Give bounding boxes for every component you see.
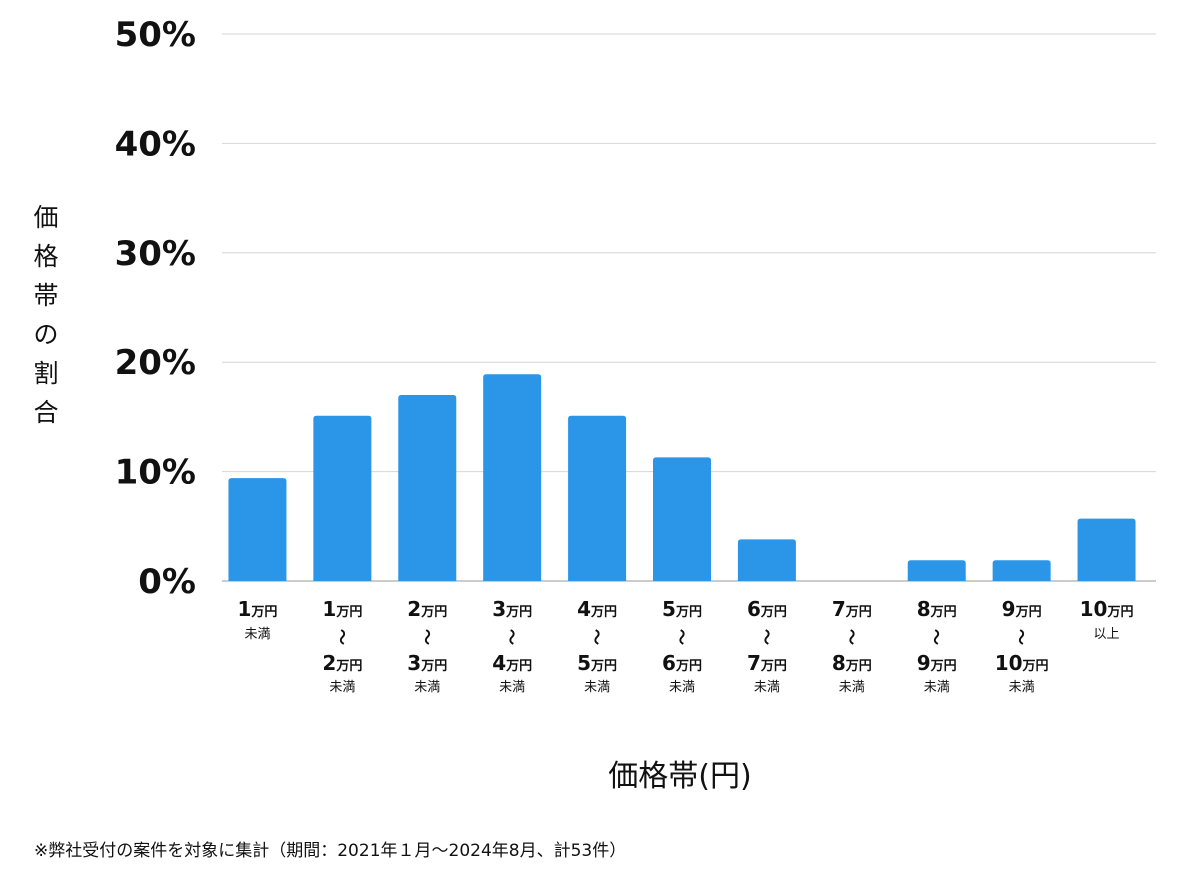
bar (907, 560, 966, 581)
bar (1077, 518, 1136, 581)
x-tick-amount: 7万円 (832, 597, 872, 621)
footnote: ※弊社受付の案件を対象に集計（期間：2021年１月〜2024年8月、計53件） (34, 841, 627, 861)
x-tick-suffix: 以上 (1094, 627, 1120, 642)
y-axis-label: 価格帯の割合 (33, 203, 58, 427)
range-symbol: 〜 (927, 629, 946, 645)
y-tick-label: 40% (115, 124, 196, 164)
x-tick-suffix: 未満 (669, 680, 695, 695)
x-tick-suffix: 未満 (329, 680, 355, 695)
x-tick-amount: 6万円 (747, 597, 787, 621)
x-tick-amount: 2万円 (322, 651, 362, 675)
y-tick-label: 30% (115, 234, 196, 274)
x-tick-amount: 8万円 (917, 597, 957, 621)
y-axis-label-text: 価格帯の割合 (33, 203, 58, 427)
range-symbol: 〜 (1012, 629, 1031, 645)
range-symbol: 〜 (417, 629, 436, 645)
x-tick-amount: 5万円 (662, 597, 702, 621)
bar (992, 560, 1051, 581)
range-symbol: 〜 (842, 629, 861, 645)
range-symbol: 〜 (757, 629, 776, 645)
x-tick-amount: 5万円 (577, 651, 617, 675)
range-symbol: 〜 (332, 629, 351, 645)
y-tick-label: 20% (115, 343, 196, 383)
x-tick-amount: 4万円 (492, 651, 532, 675)
x-tick-amount: 10万円 (995, 651, 1049, 675)
bar (483, 374, 542, 581)
x-tick-amount: 2万円 (407, 597, 447, 621)
x-tick-amount: 1万円 (322, 597, 362, 621)
x-tick-amount: 9万円 (1002, 597, 1042, 621)
x-tick-amount: 3万円 (492, 597, 532, 621)
x-tick-suffix: 未満 (754, 680, 780, 695)
range-symbol: 〜 (672, 629, 691, 645)
range-symbol: 〜 (502, 629, 521, 645)
bar (313, 415, 372, 581)
x-tick-amount: 7万円 (747, 651, 787, 675)
y-tick-label: 0% (138, 562, 196, 602)
x-tick-suffix: 未満 (1009, 680, 1035, 695)
y-axis-ticks: 0% 10% 20% 30% 40% 50% (115, 15, 196, 602)
x-axis-label: 価格帯(円) (608, 759, 751, 794)
x-tick-amount: 3万円 (407, 651, 447, 675)
bar (228, 478, 287, 581)
x-tick-suffix: 未満 (924, 680, 950, 695)
y-tick-label: 50% (115, 15, 196, 55)
x-tick-amount: 1万円 (237, 597, 277, 621)
y-tick-label: 10% (115, 453, 196, 493)
x-axis-ticks: 1万円未満1万円〜2万円未満2万円〜3万円未満3万円〜4万円未満4万円〜5万円未… (237, 597, 1133, 695)
x-tick-amount: 8万円 (832, 651, 872, 675)
range-symbol: 〜 (587, 629, 606, 645)
x-tick-amount: 10万円 (1080, 597, 1134, 621)
x-tick-suffix: 未満 (584, 680, 610, 695)
bars (228, 374, 1136, 581)
x-tick-amount: 6万円 (662, 651, 702, 675)
bar (737, 539, 796, 581)
bar (568, 415, 627, 581)
x-tick-suffix: 未満 (499, 680, 525, 695)
x-tick-suffix: 未満 (244, 627, 270, 642)
x-tick-amount: 4万円 (577, 597, 617, 621)
bar (398, 395, 457, 581)
x-tick-amount: 9万円 (917, 651, 957, 675)
bar (653, 457, 711, 581)
x-tick-suffix: 未満 (414, 680, 440, 695)
x-tick-suffix: 未満 (839, 680, 865, 695)
